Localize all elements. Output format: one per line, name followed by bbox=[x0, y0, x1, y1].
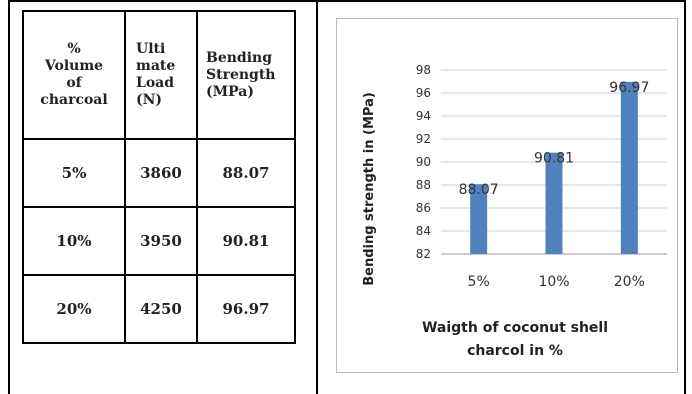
cell-strength: 90.81 bbox=[196, 206, 296, 276]
y-tick-label: 84 bbox=[416, 224, 431, 238]
y-tick-label: 88 bbox=[416, 178, 431, 192]
frame-middle-border bbox=[316, 0, 318, 394]
y-tick-label: 82 bbox=[416, 247, 431, 261]
header-bending-strength: Bending Strength (MPa) bbox=[196, 10, 296, 140]
frame-left-border bbox=[8, 0, 10, 394]
x-axis-label: Waigth of coconut shell bbox=[422, 320, 608, 336]
header-volume: % Volume of charcoal bbox=[22, 10, 126, 140]
y-tick-label: 96 bbox=[416, 86, 431, 100]
cell-load: 3860 bbox=[124, 138, 198, 208]
data-label: 88.07 bbox=[459, 182, 499, 198]
y-tick-label: 98 bbox=[416, 63, 431, 77]
bar-chart: 82 84 86 88 90 92 94 96 98 88.07 5% 90.81 10% 96.97 20… bbox=[362, 63, 667, 359]
y-tick-label: 86 bbox=[416, 201, 431, 215]
results-table: % Volume of charcoal Ulti mate Load (N) Bendin… bbox=[22, 10, 296, 344]
y-tick-label: 90 bbox=[416, 155, 431, 169]
chart-frame: 82 84 86 88 90 92 94 96 98 88.07 5% 90.81 10% 96.97 20… bbox=[336, 18, 678, 373]
data-label: 96.97 bbox=[609, 80, 649, 96]
cell-load: 4250 bbox=[124, 274, 198, 344]
frame-top-border bbox=[8, 0, 686, 2]
y-tick-label: 92 bbox=[416, 132, 431, 146]
cell-volume: 10% bbox=[22, 206, 126, 276]
cell-strength: 96.97 bbox=[196, 274, 296, 344]
cell-volume: 5% bbox=[22, 138, 126, 208]
bar bbox=[470, 184, 488, 254]
table-header-row: % Volume of charcoal Ulti mate Load (N) Bendin… bbox=[22, 10, 296, 140]
y-axis-label: Bending strength in (MPa) bbox=[362, 92, 377, 286]
cell-load: 3950 bbox=[124, 206, 198, 276]
table-row: 10% 3950 90.81 bbox=[22, 206, 296, 276]
bar bbox=[545, 152, 563, 254]
x-tick-label: 20% bbox=[614, 274, 645, 290]
bar bbox=[620, 81, 638, 254]
x-tick-label: 10% bbox=[538, 274, 569, 290]
frame-right-border bbox=[684, 0, 686, 394]
header-ultimate-load: Ulti mate Load (N) bbox=[124, 10, 198, 140]
cell-volume: 20% bbox=[22, 274, 126, 344]
x-axis-label: charcol in % bbox=[467, 343, 563, 359]
table-row: 5% 3860 88.07 bbox=[22, 138, 296, 208]
x-tick-label: 5% bbox=[468, 274, 490, 290]
y-tick-label: 94 bbox=[416, 109, 431, 123]
table-row: 20% 4250 96.97 bbox=[22, 274, 296, 344]
data-label: 90.81 bbox=[534, 151, 574, 167]
cell-strength: 88.07 bbox=[196, 138, 296, 208]
